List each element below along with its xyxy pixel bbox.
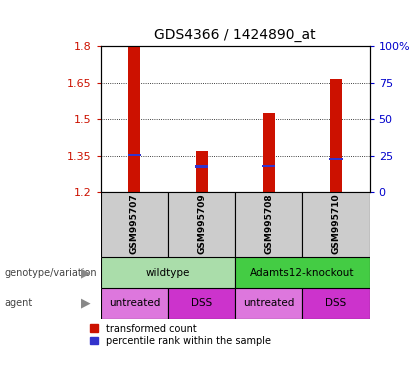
Bar [235,192,302,257]
Bar [302,288,370,319]
Text: DSS: DSS [191,298,212,308]
Text: genotype/variation: genotype/variation [4,268,97,278]
Bar [101,257,235,288]
Text: untreated: untreated [243,298,294,308]
Legend: transformed count, percentile rank within the sample: transformed count, percentile rank withi… [90,324,271,346]
Text: GSM995707: GSM995707 [130,193,139,254]
Bar [168,192,235,257]
Text: Adamts12-knockout: Adamts12-knockout [250,268,354,278]
Bar [101,288,168,319]
Bar [329,158,343,161]
Text: wildtype: wildtype [146,268,190,278]
Bar [330,79,342,192]
Bar [235,288,302,319]
Bar [235,257,370,288]
Bar [262,164,276,167]
Bar [101,192,168,257]
Text: DSS: DSS [326,298,346,308]
Text: ▶: ▶ [81,297,91,310]
Text: ▶: ▶ [81,266,91,279]
Bar [195,165,208,168]
Text: GSM995710: GSM995710 [331,193,341,254]
Text: agent: agent [4,298,32,308]
Text: GSM995709: GSM995709 [197,193,206,254]
Title: GDS4366 / 1424890_at: GDS4366 / 1424890_at [155,28,316,42]
Bar [129,46,140,192]
Text: untreated: untreated [109,298,160,308]
Bar [168,288,235,319]
Bar [128,154,141,156]
Bar [302,192,370,257]
Text: GSM995708: GSM995708 [264,193,273,254]
Bar [263,113,275,192]
Bar [196,151,207,192]
